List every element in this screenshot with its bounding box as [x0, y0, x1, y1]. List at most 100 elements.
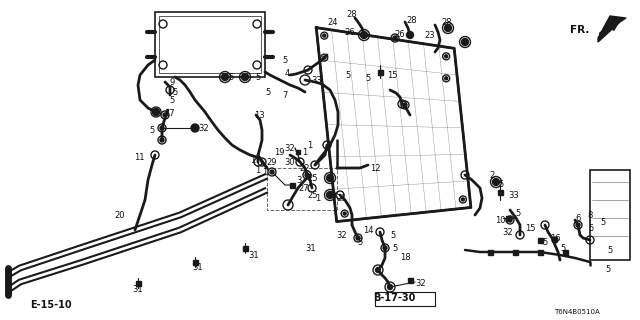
Text: 31: 31: [132, 285, 143, 294]
Circle shape: [508, 218, 512, 222]
Circle shape: [445, 25, 451, 31]
Bar: [590, 170, 630, 260]
Circle shape: [323, 56, 326, 59]
Circle shape: [160, 138, 164, 142]
Text: 21: 21: [337, 194, 348, 203]
Text: 1: 1: [262, 167, 267, 177]
Text: 5: 5: [600, 218, 605, 227]
Bar: [243, 245, 248, 251]
Text: 9: 9: [170, 77, 175, 86]
Circle shape: [270, 170, 274, 174]
Bar: [193, 260, 198, 265]
Text: 5: 5: [282, 55, 287, 65]
Text: 31: 31: [305, 244, 316, 252]
Circle shape: [326, 191, 333, 198]
Circle shape: [445, 77, 448, 80]
Circle shape: [461, 38, 468, 45]
Text: 1: 1: [250, 156, 255, 164]
Bar: [513, 250, 518, 254]
Circle shape: [387, 284, 392, 290]
Text: 14: 14: [364, 226, 374, 235]
Text: 5: 5: [365, 74, 371, 83]
Text: 5: 5: [392, 244, 397, 252]
Text: 26: 26: [345, 28, 355, 36]
Circle shape: [160, 126, 164, 130]
Text: 15: 15: [525, 223, 536, 233]
Circle shape: [323, 34, 326, 37]
Circle shape: [445, 55, 448, 58]
Text: 5: 5: [390, 230, 396, 239]
Circle shape: [221, 74, 228, 81]
Text: 19: 19: [275, 148, 285, 156]
Text: 1: 1: [302, 148, 308, 156]
Text: 3: 3: [296, 175, 302, 185]
Text: 28: 28: [347, 10, 357, 19]
Bar: [267, 168, 337, 210]
Bar: [538, 237, 543, 243]
Text: 5: 5: [588, 223, 593, 233]
Text: 5: 5: [543, 237, 548, 246]
Text: 28: 28: [442, 18, 452, 27]
Polygon shape: [598, 16, 626, 42]
Bar: [506, 215, 511, 220]
Circle shape: [461, 198, 465, 201]
Text: 25: 25: [307, 173, 318, 182]
Bar: [136, 281, 141, 285]
Text: 32: 32: [284, 143, 295, 153]
Text: E-15-10: E-15-10: [30, 300, 72, 310]
Text: 23: 23: [424, 30, 435, 39]
Text: B-17-30: B-17-30: [373, 293, 415, 303]
Text: 5: 5: [266, 87, 271, 97]
Text: 33: 33: [508, 190, 519, 199]
Text: 26: 26: [395, 29, 405, 38]
Text: 1: 1: [315, 194, 320, 203]
Circle shape: [241, 74, 248, 81]
Circle shape: [383, 246, 387, 250]
Circle shape: [552, 237, 558, 243]
Text: 32: 32: [502, 228, 513, 236]
Circle shape: [576, 223, 580, 227]
Text: 5: 5: [346, 70, 351, 79]
Text: 10: 10: [495, 215, 506, 225]
Text: 16: 16: [550, 234, 560, 243]
Bar: [375, 292, 435, 306]
Text: 5: 5: [605, 266, 611, 275]
Text: 5: 5: [357, 237, 362, 246]
Text: 1: 1: [255, 165, 260, 174]
Circle shape: [356, 236, 360, 240]
Text: 8: 8: [588, 211, 593, 220]
Text: 29: 29: [267, 157, 277, 166]
Text: 5: 5: [560, 244, 565, 252]
Text: 5: 5: [228, 73, 233, 82]
Text: 11: 11: [134, 153, 145, 162]
Bar: [378, 69, 383, 75]
Bar: [155, 12, 265, 77]
Bar: [563, 250, 568, 254]
Text: 1: 1: [307, 140, 312, 149]
Circle shape: [393, 36, 397, 40]
Text: 5: 5: [150, 125, 155, 134]
Text: 13: 13: [254, 110, 265, 119]
Text: 22: 22: [300, 164, 310, 172]
Bar: [159, 16, 261, 73]
Text: T6N4B0510A: T6N4B0510A: [554, 309, 600, 315]
Text: 32: 32: [337, 230, 348, 239]
Text: 32: 32: [415, 278, 426, 287]
Circle shape: [376, 268, 381, 273]
Text: 17: 17: [164, 108, 175, 117]
Circle shape: [403, 103, 407, 107]
Bar: [497, 189, 502, 195]
Bar: [289, 182, 294, 188]
Text: 5: 5: [515, 209, 520, 218]
Bar: [296, 150, 300, 154]
Text: 18: 18: [400, 253, 411, 262]
Circle shape: [360, 31, 367, 38]
Circle shape: [163, 113, 167, 117]
Text: 31: 31: [193, 263, 204, 273]
Text: 32: 32: [198, 124, 209, 132]
Bar: [408, 277, 413, 283]
Circle shape: [343, 212, 346, 215]
Text: 31: 31: [248, 251, 259, 260]
Text: 30: 30: [284, 157, 295, 166]
Text: 20: 20: [115, 211, 125, 220]
